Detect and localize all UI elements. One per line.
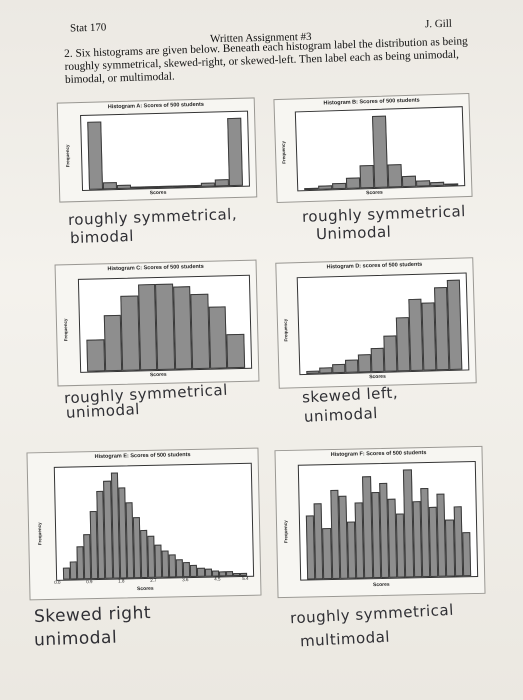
y-axis-label: Frequency	[280, 140, 287, 164]
x-tick-label: 4.5	[214, 576, 221, 582]
histogram-bar	[200, 182, 215, 187]
histogram-bar	[345, 177, 361, 189]
histogram-b-plot	[294, 106, 466, 192]
answer-f-line1: roughly symmetrical	[289, 600, 455, 628]
answer-d-line2: unimodal	[303, 404, 379, 426]
histogram-d-plot	[296, 272, 470, 376]
answer-e-line1: Skewed right	[33, 602, 152, 628]
histogram-bar	[416, 179, 431, 187]
chart-title: Histogram A: Scores of 500 students	[107, 101, 204, 111]
histogram-bar	[190, 293, 211, 370]
y-axis-label: Frequency	[282, 318, 289, 342]
histogram-bar	[102, 181, 118, 190]
histogram-bar	[318, 185, 333, 190]
x-axis-label: Scores	[372, 581, 390, 589]
y-axis-label: Frequency	[282, 520, 289, 544]
histogram-bar	[214, 178, 229, 187]
chart-title: Histogram C: Scores of 500 students	[107, 263, 204, 273]
histogram-bar	[430, 182, 445, 187]
x-axis-label: Scores	[136, 585, 154, 593]
histogram-bar	[186, 184, 201, 188]
x-tick-label: 0.9	[86, 579, 93, 585]
chart-title: Histogram D: scores of 500 students	[326, 261, 423, 271]
histogram-bar	[306, 370, 320, 374]
histogram-bar	[401, 175, 417, 188]
histogram-bar	[172, 185, 187, 188]
histogram-bar	[387, 163, 403, 188]
histogram-bar	[226, 333, 246, 369]
histogram-bar	[172, 286, 193, 370]
answer-a-line2: bimodal	[69, 226, 135, 248]
histogram-b-panel: Histogram B: Scores of 500 students Scor…	[273, 92, 473, 204]
x-tick-label: 1.8	[118, 578, 125, 584]
histogram-bar	[370, 348, 385, 373]
course-label: Stat 170	[69, 21, 107, 35]
histogram-c-plot	[77, 274, 253, 373]
histogram-e-plot	[53, 462, 255, 581]
histogram-bar	[319, 367, 333, 374]
histogram-bar	[332, 182, 347, 190]
histogram-bar	[345, 359, 359, 373]
histogram-bar	[371, 115, 389, 188]
histogram-bar	[155, 283, 175, 371]
histogram-f-panel: Histogram F: Scores of 500 students Scor…	[274, 445, 486, 599]
histogram-bar	[144, 185, 159, 189]
histogram-bar	[462, 531, 472, 577]
histogram-bar	[304, 187, 319, 191]
histogram-bar	[332, 364, 346, 374]
histogram-bar	[232, 572, 241, 577]
histogram-bar	[227, 117, 243, 187]
histogram-bar	[444, 183, 459, 186]
answer-e-line2: unimodal	[33, 627, 118, 651]
histogram-bar	[158, 185, 173, 188]
y-axis-label: Frequency	[36, 522, 43, 546]
chart-title: Histogram F: Scores of 500 students	[330, 450, 427, 459]
histogram-bar	[359, 164, 375, 189]
question-text: 2. Six histograms are given below. Benea…	[64, 35, 468, 86]
histogram-bar	[103, 314, 123, 372]
histogram-f-plot	[297, 460, 479, 581]
answer-c-line2: unimodal	[65, 400, 141, 422]
answer-b-line2: Unimodal	[315, 222, 392, 244]
histogram-a-plot	[80, 110, 250, 191]
answer-f-line2: multimodal	[299, 627, 391, 651]
histogram-e-panel: Histogram E: Scores of 500 students 0.0 …	[26, 447, 262, 601]
histogram-bar	[357, 354, 372, 373]
histogram-bar	[86, 339, 105, 372]
histogram-bar	[120, 295, 140, 371]
histogram-bar	[130, 185, 145, 189]
answer-a-line1: roughly symmetrical,	[67, 205, 238, 229]
histogram-a-panel: Histogram A: Scores of 500 students Scor…	[56, 97, 258, 203]
answer-d-line1: skewed left,	[301, 383, 399, 407]
histogram-d-panel: Histogram D: scores of 500 students Scor…	[275, 257, 477, 389]
histogram-bar	[137, 284, 158, 371]
histogram-bar	[208, 305, 228, 369]
histogram-bar	[225, 571, 233, 577]
y-axis-label: Frequency	[62, 318, 69, 342]
histogram-bar	[383, 335, 398, 372]
y-axis-label: Frequency	[64, 144, 71, 168]
author-name: J. Gill	[424, 17, 453, 31]
histogram-bar	[87, 121, 104, 190]
histogram-c-panel: Histogram C: Scores of 500 students Scor…	[54, 259, 260, 387]
x-tick-label: 5.4	[242, 575, 249, 581]
x-tick-label: 0.0	[54, 579, 61, 585]
x-tick-label: 2.7	[150, 577, 157, 583]
chart-title: Histogram E: Scores of 500 students	[94, 452, 191, 461]
histogram-bar	[446, 279, 463, 370]
x-tick-label: 3.6	[182, 577, 189, 583]
histogram-bar	[116, 184, 132, 190]
